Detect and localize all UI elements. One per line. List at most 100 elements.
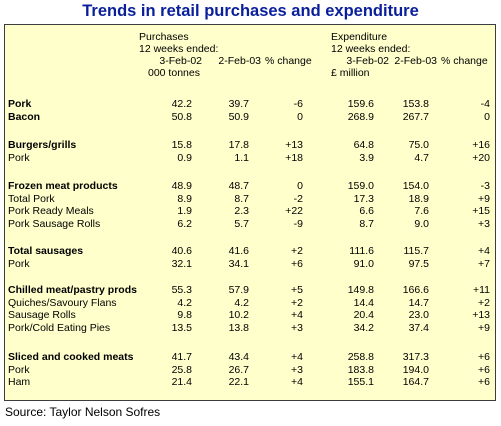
purchases-2002-cell: 21.4 xyxy=(171,376,192,388)
expenditure-2002-cell: 155.1 xyxy=(347,376,374,388)
purchases-change-cell: 0 xyxy=(297,180,303,192)
row-label: Total sausages xyxy=(8,245,84,257)
purchases-2003-cell: 50.9 xyxy=(228,110,249,123)
expenditure-2002-cell: 159.6 xyxy=(347,98,374,110)
purchases-change-cell: +3 xyxy=(291,321,303,334)
source-note: Source: Taylor Nelson Sofres xyxy=(5,405,161,419)
expenditure-2003-cell: 4.7 xyxy=(414,151,429,164)
expenditure-2003-cell: 18.9 xyxy=(408,192,429,205)
expenditure-2002-cell: 159.0 xyxy=(347,180,374,192)
expenditure-change-cell: +11 xyxy=(472,284,490,296)
row-label: Quiches/Savoury Flans xyxy=(8,296,117,309)
purchases-change-cell: +2 xyxy=(291,245,303,257)
purchases-change-cell: +22 xyxy=(285,205,303,217)
expenditure-change-cell: +4 xyxy=(478,245,490,257)
purchases-2002-cell: 15.8 xyxy=(171,139,192,151)
purchases-2002-cell: 8.9 xyxy=(177,192,192,205)
row-label: Pork xyxy=(8,363,30,376)
purchases-change-cell: +2 xyxy=(291,296,303,309)
purchases-2002-cell: 40.6 xyxy=(171,245,192,257)
purchases-2002-cell: 0.9 xyxy=(177,151,192,164)
expenditure-2002-cell: 268.9 xyxy=(347,110,374,123)
expenditure-2003-cell: 7.6 xyxy=(414,205,429,217)
purchases-2002-cell: 13.5 xyxy=(171,321,192,334)
expenditure-2002-cell: 8.7 xyxy=(359,217,374,230)
expenditure-2003-cell: 75.0 xyxy=(408,139,429,151)
expenditure-change-cell: 0 xyxy=(484,110,490,123)
expenditure-2002-cell: 91.0 xyxy=(353,257,374,270)
expenditure-2002-cell: 111.6 xyxy=(349,245,374,257)
purchases-2003-cell: 22.1 xyxy=(228,376,249,388)
purchases-change-header: % change xyxy=(265,55,312,67)
purchases-2002-cell: 1.9 xyxy=(177,205,192,217)
expenditure-change-cell: +3 xyxy=(478,217,490,230)
expenditure-2002-cell: 14.4 xyxy=(353,296,374,309)
row-label: Pork xyxy=(8,257,30,270)
purchases-change-cell: +3 xyxy=(291,363,303,376)
purchases-change-cell: +5 xyxy=(291,284,303,296)
expenditure-2003-cell: 267.7 xyxy=(402,110,429,123)
purchases-2002-cell: 50.8 xyxy=(171,110,192,123)
expenditure-period-label: 12 weeks ended: xyxy=(331,43,411,55)
row-label: Pork Ready Meals xyxy=(8,205,94,217)
expenditure-2002-cell: 3.9 xyxy=(359,151,374,164)
purchases-2003-cell: 17.8 xyxy=(228,139,249,151)
expenditure-2002-cell: 17.3 xyxy=(353,192,374,205)
expenditure-unit-label: £ million xyxy=(331,67,370,79)
expenditure-2003-cell: 317.3 xyxy=(402,351,429,363)
expenditure-2002-cell: 34.2 xyxy=(353,321,374,334)
expenditure-2003-cell: 37.4 xyxy=(408,321,429,334)
purchases-2002-cell: 4.2 xyxy=(177,296,192,309)
row-label: Total Pork xyxy=(8,192,55,205)
row-label: Ham xyxy=(8,376,31,388)
expenditure-2002-cell: 149.8 xyxy=(347,284,374,296)
row-label: Pork/Cold Eating Pies xyxy=(8,321,111,334)
expenditure-change-cell: -3 xyxy=(480,180,490,192)
purchases-header: Purchases xyxy=(139,31,189,43)
purchases-2002-cell: 9.8 xyxy=(177,309,192,321)
purchases-change-cell: 0 xyxy=(297,110,303,123)
expenditure-change-cell: +20 xyxy=(472,151,490,164)
purchases-change-cell: +4 xyxy=(291,351,303,363)
expenditure-change-cell: +2 xyxy=(478,296,490,309)
purchases-change-cell: -9 xyxy=(293,217,303,230)
expenditure-2003-cell: 153.8 xyxy=(402,98,429,110)
purchases-unit-label: 000 tonnes xyxy=(148,67,200,79)
purchases-2003-cell: 57.9 xyxy=(228,284,249,296)
expenditure-2002-cell: 64.8 xyxy=(353,139,374,151)
purchases-2003-cell: 8.7 xyxy=(234,192,249,205)
expenditure-2003-cell: 14.7 xyxy=(408,296,429,309)
expenditure-change-cell: +15 xyxy=(472,205,490,217)
page-title: Trends in retail purchases and expenditu… xyxy=(82,2,419,20)
purchases-2003-cell: 13.8 xyxy=(228,321,249,334)
expenditure-2002-cell: 6.6 xyxy=(359,205,374,217)
row-label: Pork xyxy=(8,151,30,164)
purchases-2002-cell: 32.1 xyxy=(171,257,192,270)
expenditure-change-cell: +9 xyxy=(478,192,490,205)
purchases-2003-cell: 2.3 xyxy=(234,205,249,217)
expenditure-2002-cell: 183.8 xyxy=(347,363,374,376)
purchases-2002-cell: 42.2 xyxy=(171,98,192,110)
expenditure-change-cell: +13 xyxy=(472,309,490,321)
expenditure-change-cell: +6 xyxy=(478,363,490,376)
purchases-2003-cell: 41.6 xyxy=(228,245,249,257)
expenditure-2003-cell: 154.0 xyxy=(402,180,429,192)
purchases-2003-cell: 4.2 xyxy=(234,296,249,309)
expenditure-2003-cell: 194.0 xyxy=(402,363,429,376)
row-label: Frozen meat products xyxy=(8,180,118,192)
purchases-change-cell: +4 xyxy=(291,376,303,388)
purchases-2002-cell: 25.8 xyxy=(171,363,192,376)
row-label: Bacon xyxy=(8,110,41,123)
purchases-period-label: 12 weeks ended: xyxy=(139,43,219,55)
row-label: Sausage Rolls xyxy=(8,309,76,321)
row-label: Pork xyxy=(8,98,32,110)
expenditure-2002-cell: 258.8 xyxy=(347,351,374,363)
row-label: Pork Sausage Rolls xyxy=(8,217,101,230)
purchases-change-cell: +6 xyxy=(291,257,303,270)
purchases-2003-cell: 43.4 xyxy=(228,351,249,363)
expenditure-2003-cell: 115.7 xyxy=(403,245,430,257)
expenditure-change-cell: +7 xyxy=(478,257,490,270)
row-label: Sliced and cooked meats xyxy=(8,351,134,363)
data-table-panel: Purchases 12 weeks ended: 3-Feb-02 2-Feb… xyxy=(4,24,496,401)
purchases-change-cell: +13 xyxy=(285,139,303,151)
